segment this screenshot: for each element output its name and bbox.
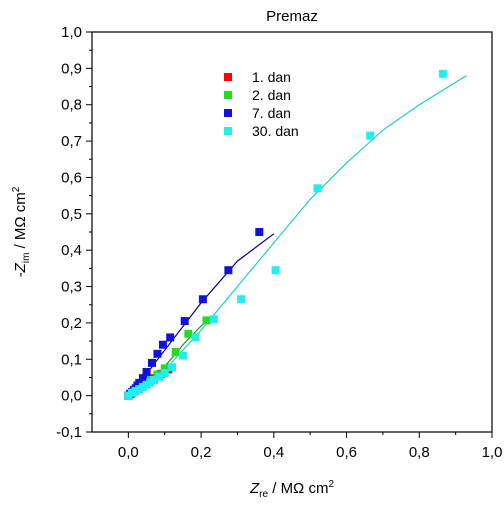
legend-label: 2. dan: [252, 87, 291, 103]
data-point: [148, 358, 156, 367]
data-point: [184, 329, 193, 338]
data-point: [142, 368, 151, 376]
chart-title: Premaz: [266, 8, 318, 25]
y-tick-label: 0,7: [61, 133, 82, 150]
legend-swatch: [224, 109, 232, 117]
data-point: [171, 348, 180, 356]
data-point: [178, 351, 187, 360]
data-point: [366, 131, 375, 140]
y-tick-label: 0,0: [61, 388, 82, 405]
data-point: [313, 184, 322, 193]
y-tick-label: 1,0: [61, 24, 82, 41]
y-tick-label: 0,8: [61, 97, 82, 114]
y-tick-label: 0,1: [61, 351, 82, 368]
y-axis-label: -Zim / MΩ cm2: [11, 186, 32, 277]
x-axis-label: Zre / MΩ cm2: [249, 479, 334, 500]
y-tick-label: 0,5: [61, 206, 82, 223]
data-point: [158, 340, 167, 349]
data-point: [271, 266, 280, 275]
y-tick-label: 0,2: [61, 315, 82, 332]
data-markers: [124, 69, 447, 400]
data-point: [224, 266, 233, 275]
x-tick-label: 0,6: [336, 444, 357, 461]
data-point: [237, 295, 246, 304]
data-point: [202, 316, 211, 325]
data-point: [209, 315, 218, 324]
x-tick-label: 1,0: [482, 444, 503, 461]
legend-swatch: [224, 91, 232, 99]
data-point: [149, 376, 158, 384]
data-point: [168, 363, 176, 372]
data-point: [198, 295, 207, 304]
x-tick-label: 0,0: [118, 444, 139, 461]
data-point: [160, 364, 169, 373]
fit-line: [128, 75, 467, 397]
legend-swatch: [224, 127, 232, 135]
y-tick-label: 0,9: [61, 60, 82, 77]
y-tick-label: 0,6: [61, 169, 82, 186]
y-tick-label: 0,4: [61, 242, 82, 259]
x-tick-label: 0,4: [263, 444, 284, 461]
plot-frame: [91, 31, 493, 433]
data-point: [166, 333, 175, 342]
x-tick-label: 0,8: [409, 444, 430, 461]
data-point: [138, 374, 147, 383]
axis-ticks: 0,0 0,2 0,4 0,6 0,8 1,0 -0,1 0,0 0,1 0,2 0,3 0,4 0,5…: [56, 24, 502, 461]
y-tick-label: 0,3: [61, 279, 82, 296]
x-tick-label: 0,2: [191, 444, 212, 461]
legend-swatch: [224, 73, 232, 81]
data-point: [438, 69, 447, 78]
data-point: [255, 228, 264, 236]
legend-label: 30. dan: [252, 123, 299, 139]
data-point: [191, 333, 200, 342]
data-point: [180, 317, 189, 326]
y-tick-label: -0,1: [56, 424, 82, 441]
data-point: [160, 369, 169, 378]
data-point: [153, 349, 162, 358]
legend-label: 7. dan: [252, 105, 291, 121]
legend-label: 1. dan: [252, 69, 291, 85]
data-point: [155, 372, 164, 381]
legend: 1. dan 2. dan 7. dan 30. dan: [224, 69, 299, 139]
